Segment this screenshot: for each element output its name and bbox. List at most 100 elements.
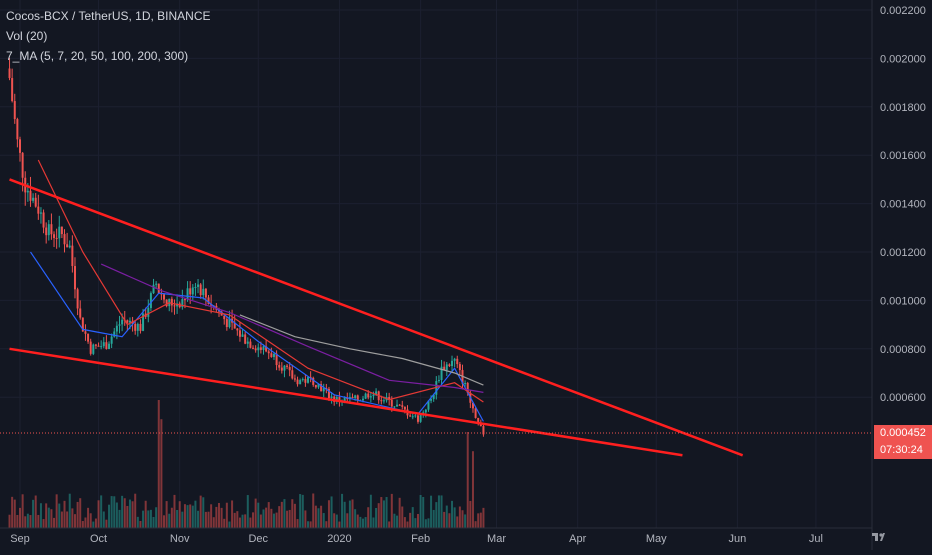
candle-body — [60, 226, 63, 235]
volume-bar — [16, 514, 19, 528]
candle-body — [204, 288, 207, 298]
volume-bar — [291, 499, 294, 528]
volume-bar — [307, 521, 310, 528]
volume-bar — [356, 514, 359, 528]
candle-body — [388, 396, 391, 400]
volume-bar — [346, 513, 349, 528]
volume-bar — [202, 497, 205, 528]
volume-bar — [157, 400, 160, 528]
candle-body — [396, 404, 399, 407]
bar-countdown-label: 07:30:24 — [874, 442, 932, 460]
trendline-lower — [9, 347, 683, 457]
candle-body — [47, 224, 50, 236]
volume-bar — [471, 451, 474, 528]
volume-bar — [76, 501, 79, 528]
candle-body — [115, 325, 118, 332]
volume-bar — [39, 503, 42, 528]
moving-average-mid — [37, 159, 484, 403]
x-tick-label: Nov — [170, 533, 190, 545]
candle-body — [477, 417, 480, 424]
volume-bar — [176, 509, 179, 528]
volume-bar — [385, 496, 388, 528]
volume-bar — [53, 517, 56, 528]
candle-body — [262, 346, 265, 350]
candle-body — [73, 266, 76, 290]
candle-body — [42, 212, 45, 228]
volume-bar — [191, 505, 194, 528]
volume-bar — [108, 504, 111, 528]
candle-body — [312, 377, 315, 385]
volume-bar — [134, 493, 137, 528]
candle-body — [453, 358, 456, 361]
candle-body — [79, 308, 82, 318]
volume-bar — [181, 511, 184, 528]
candle-body — [207, 297, 210, 305]
candle-body — [66, 244, 69, 248]
candle-body — [236, 328, 239, 331]
candle-body — [81, 317, 84, 332]
candle-body — [139, 323, 142, 331]
volume-bar — [225, 502, 228, 528]
volume-bar — [183, 504, 186, 528]
volume-bar — [437, 495, 440, 528]
volume-bar — [144, 500, 147, 528]
candle-body — [170, 298, 173, 306]
volume-bar — [236, 511, 239, 528]
candle-body — [411, 416, 414, 418]
candle-body — [259, 347, 262, 350]
volume-bar — [13, 499, 16, 528]
tradingview-logo-icon[interactable] — [872, 530, 886, 544]
volume-bar — [364, 517, 367, 528]
candle-body — [430, 398, 433, 401]
candle-body — [53, 234, 56, 238]
volume-bar — [210, 504, 213, 528]
candle-body — [19, 139, 21, 153]
volume-bar — [401, 506, 404, 528]
volume-bar — [451, 500, 454, 528]
volume-bar — [403, 517, 406, 528]
candle-body — [228, 318, 231, 328]
volume-bar — [118, 509, 121, 528]
volume-bar — [257, 502, 260, 528]
volume-bar — [24, 516, 27, 528]
candle-body — [458, 364, 461, 371]
candle-body — [393, 406, 396, 408]
x-tick-label: 2020 — [327, 533, 351, 545]
volume-bar — [233, 512, 236, 528]
volume-bar — [55, 494, 58, 528]
candle-body — [121, 319, 124, 325]
candle-body — [275, 353, 278, 366]
last-price-label: 0.000452 — [874, 425, 932, 443]
candle-body — [364, 393, 367, 399]
volume-bar — [212, 517, 215, 528]
candle-body — [92, 344, 95, 354]
candle-body — [238, 330, 241, 337]
candle-body — [401, 405, 404, 407]
volume-bar — [168, 513, 171, 528]
y-tick-label: 0.001600 — [880, 150, 926, 162]
volume-bar — [474, 521, 477, 528]
volume-bar — [19, 507, 21, 528]
candle-body — [110, 336, 113, 344]
candle-body — [254, 348, 257, 351]
candle-body — [437, 380, 440, 382]
volume-bar — [26, 513, 29, 528]
candle-body — [382, 400, 385, 402]
volume-bar — [142, 510, 145, 528]
candle-body — [186, 288, 189, 300]
volume-bar — [456, 516, 459, 528]
candle-body — [37, 206, 40, 214]
candle-body — [367, 393, 370, 398]
candle-body — [288, 366, 291, 371]
volume-bar — [280, 501, 283, 528]
candle-body — [113, 331, 116, 337]
volume-bar — [254, 498, 257, 528]
volume-bar — [309, 521, 312, 528]
volume-bar — [246, 495, 249, 528]
volume-bar — [45, 503, 48, 528]
volume-bar — [377, 503, 380, 528]
x-tick-label: May — [646, 533, 667, 545]
volume-bar — [398, 497, 401, 528]
